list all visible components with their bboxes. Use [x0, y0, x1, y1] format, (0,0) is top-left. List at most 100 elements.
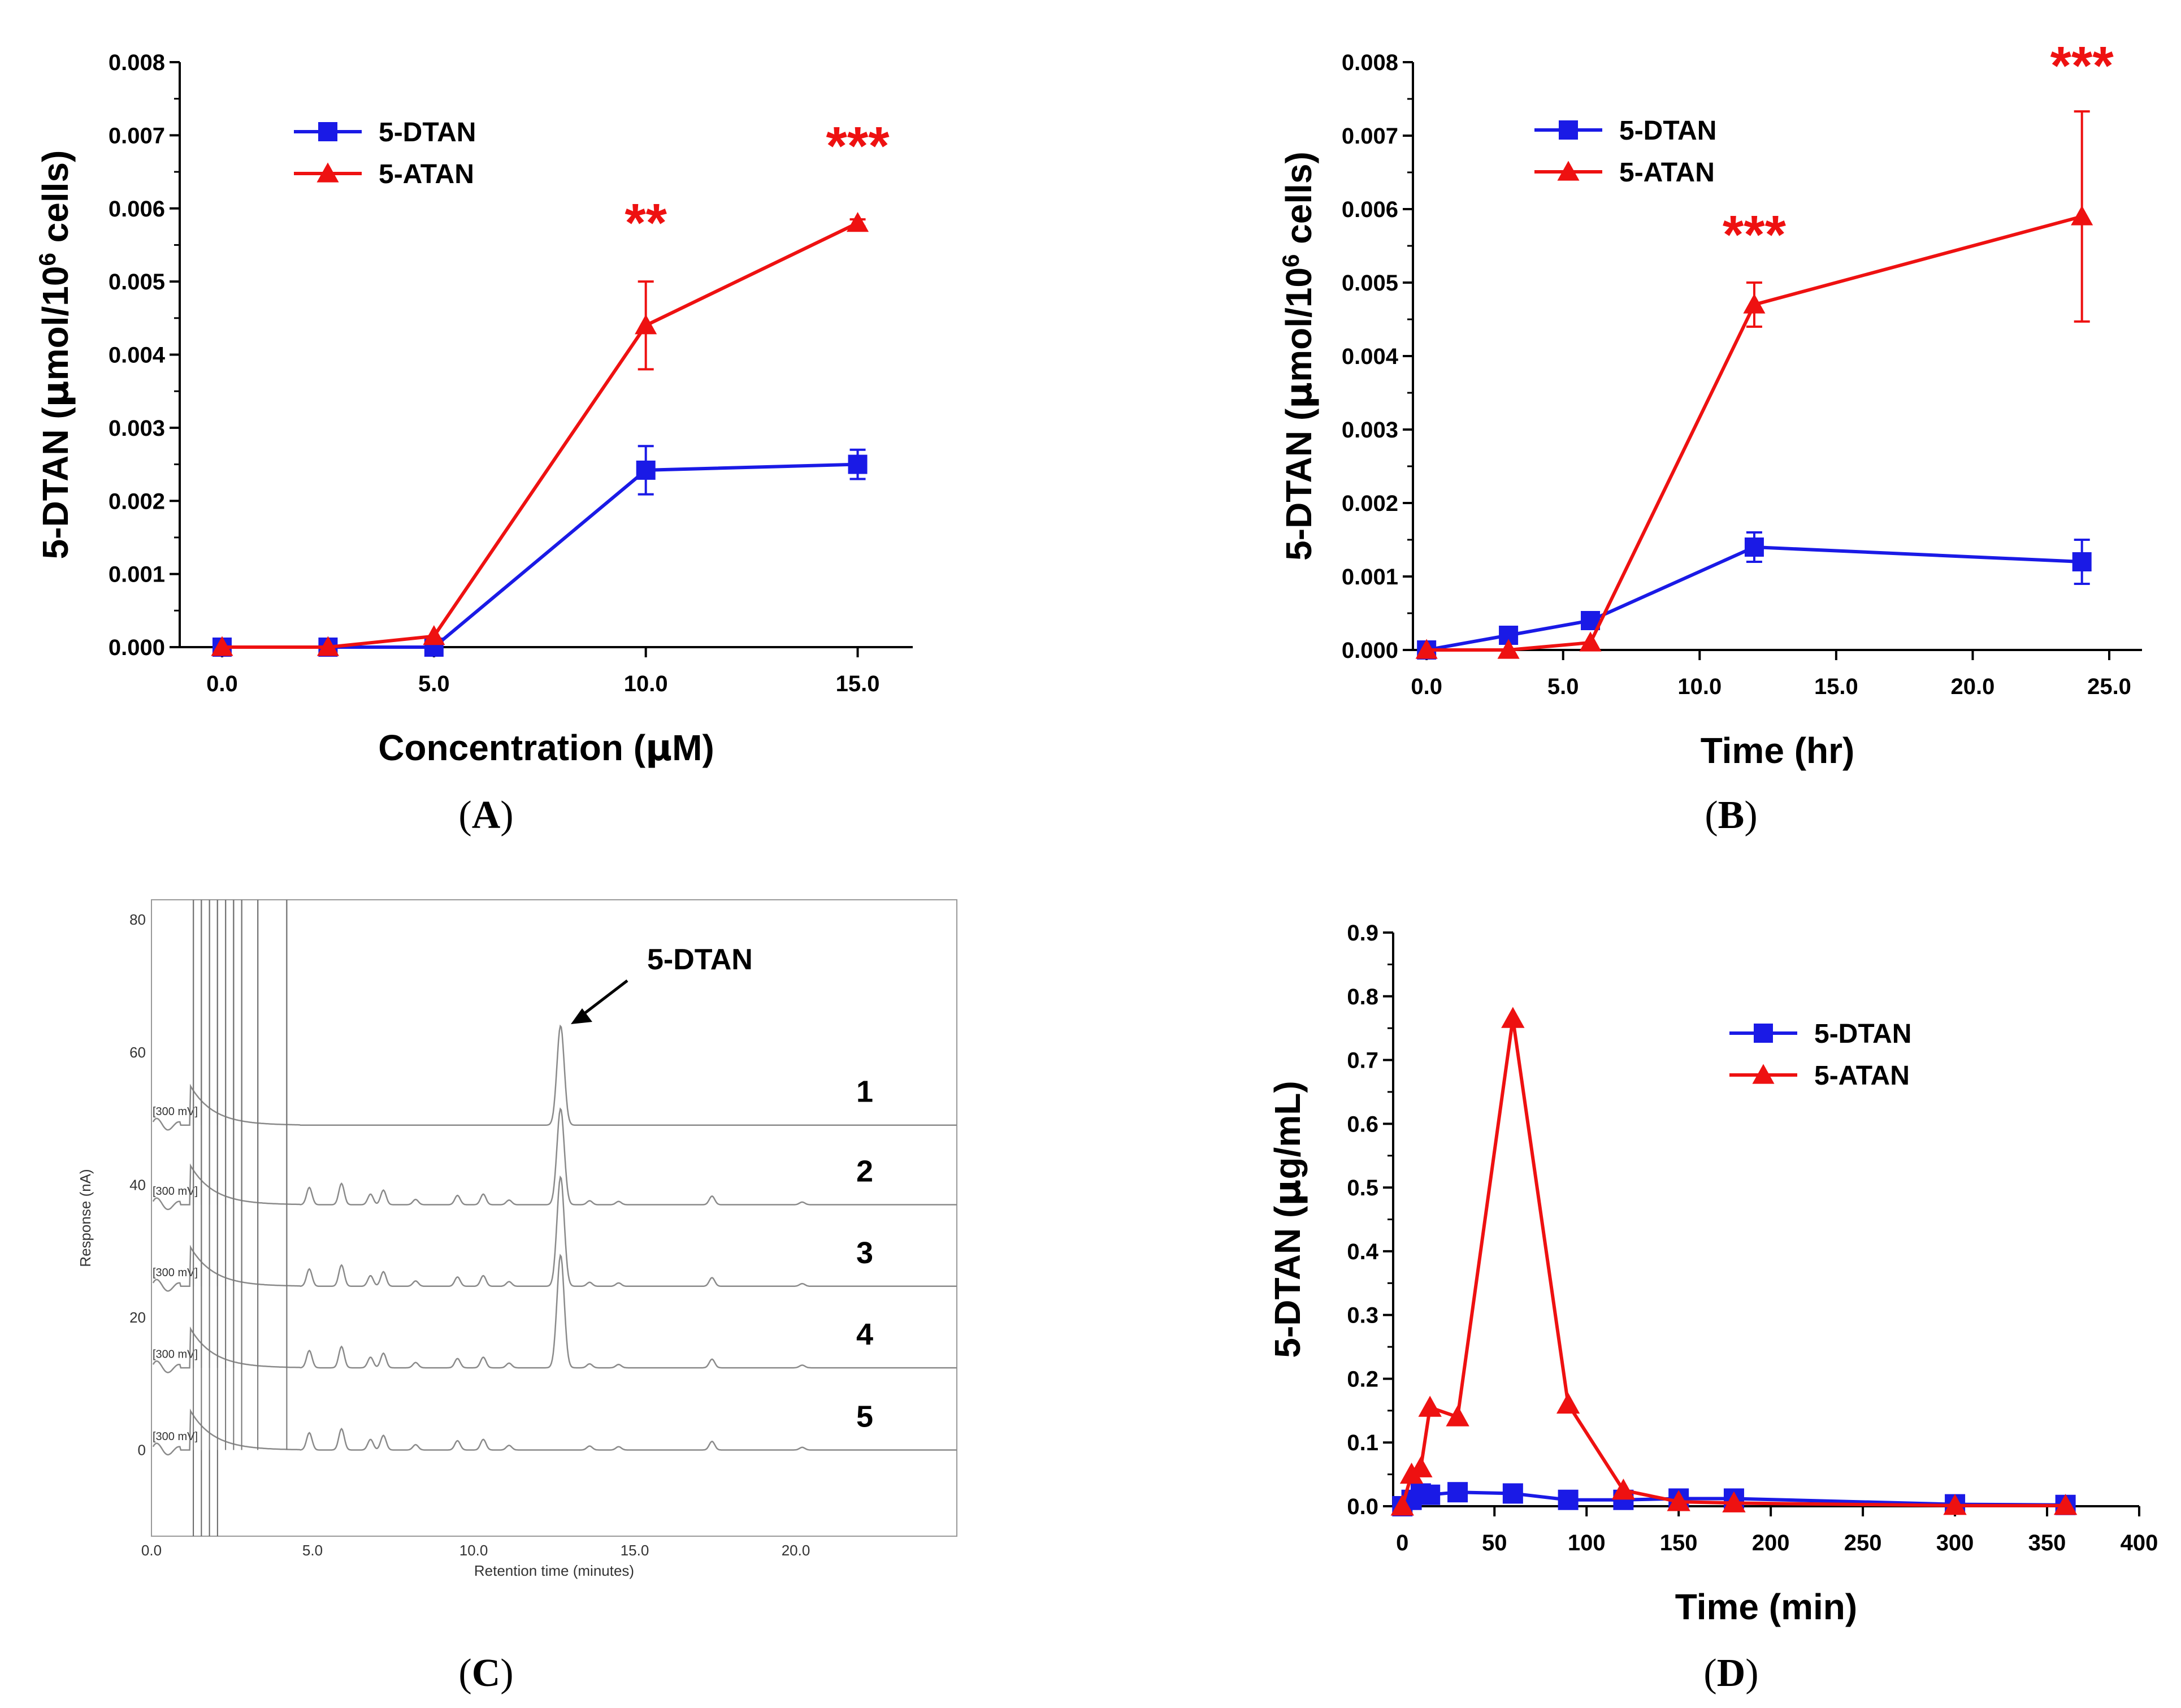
series-line	[1400, 1017, 2066, 1507]
ylabel-part: mol/10	[35, 266, 76, 380]
data-point	[1418, 1395, 1442, 1417]
x-tick-label: 0	[1396, 1531, 1408, 1555]
y-tick-label: 20	[129, 1309, 146, 1326]
legend-marker	[1559, 120, 1578, 140]
ylabel-part: mol/10	[1278, 267, 1319, 382]
x-tick-label: 5.0	[302, 1542, 323, 1559]
ylabel-part: cells)	[35, 150, 76, 253]
legend-label: 5-DTAN	[1814, 1019, 1911, 1049]
trace-line	[152, 1254, 957, 1373]
data-point	[1501, 1007, 1525, 1028]
ylabel-part: 5-DTAN (	[35, 407, 76, 560]
panel-a-chart: 0.000 0.001 0.002 0.003 0.004 0.005 0.006 0.007…	[34, 50, 913, 769]
data-point	[1611, 1479, 1636, 1500]
data-point	[316, 636, 339, 656]
panel-label-a: (A)	[458, 794, 513, 837]
y-tick-label: 0.000	[109, 635, 165, 660]
x-tick-label: 10.0	[459, 1542, 488, 1559]
x-tick-label: 0.0	[1411, 674, 1442, 699]
data-point	[1415, 639, 1438, 659]
data-point	[1420, 1484, 1441, 1505]
x-tick-label: 300	[1936, 1531, 1974, 1555]
legend: 5-DTAN 5-ATAN	[1534, 116, 1716, 188]
y-tick-label: 0.1	[1347, 1430, 1378, 1455]
trace-line	[152, 1408, 957, 1456]
x-tick-label: 250	[1844, 1531, 1882, 1555]
x-tick-label: 10.0	[1677, 674, 1722, 699]
x-tick-label: 15.0	[836, 671, 880, 696]
x-axis-label: Time (hr)	[1701, 730, 1855, 771]
data-point	[2071, 205, 2093, 226]
panel-c-chromatogram: 0 20 40 60 80 0.0 5.0 10.0 15.0 20.0 Retention tim…	[77, 899, 957, 1579]
x-axis-label: Concentration (µM)	[378, 727, 714, 769]
data-point	[1409, 1456, 1433, 1477]
x-tick-label: 15.0	[1814, 674, 1858, 699]
trace-number: 1	[856, 1075, 873, 1109]
y-tick-label: 0.005	[1342, 271, 1398, 296]
y-tick-label: 0.004	[109, 343, 166, 368]
trace-line	[152, 1175, 957, 1292]
x-tick-label: 20.0	[782, 1542, 810, 1559]
y-tick-label: 0.000	[1342, 638, 1398, 663]
y-tick-label: 0.008	[109, 50, 165, 75]
data-point	[636, 460, 656, 480]
data-point	[1390, 1494, 1414, 1516]
trace-number: 2	[856, 1154, 873, 1188]
xlabel-mu: µ	[645, 727, 672, 769]
series-5-atan	[1415, 110, 2093, 659]
y-axis-label: 5-DTAN (µmol/106 cells)	[1277, 151, 1320, 561]
y-tick-label: 0.002	[1342, 491, 1398, 516]
trace-line	[152, 1024, 957, 1131]
xlabel-part: Concentration (	[378, 727, 646, 768]
range-label: [300 mV]	[153, 1106, 198, 1118]
ylabel-mu: µ	[1278, 382, 1320, 409]
y-tick-label: 0.005	[109, 270, 165, 294]
data-point	[1447, 1482, 1468, 1503]
y-tick-label: 0.8	[1347, 985, 1378, 1009]
data-point	[635, 314, 657, 335]
data-point	[1497, 639, 1520, 659]
ylabel-part: g/mL)	[1267, 1081, 1308, 1179]
data-point	[423, 625, 445, 645]
legend: 5-DTAN 5-ATAN	[1729, 1019, 1911, 1091]
y-tick-label: 0.006	[109, 197, 165, 222]
annotation-arrow-head	[571, 1008, 592, 1024]
x-axis-label: Time (min)	[1675, 1586, 1857, 1627]
legend-label: 5-DTAN	[379, 118, 476, 148]
x-tick-label: 0.0	[141, 1542, 162, 1559]
y-tick-label: 0.006	[1342, 197, 1398, 222]
data-point	[1743, 293, 1766, 314]
trace-4: [300 mV] 4	[152, 900, 957, 1373]
y-tick-label: 60	[129, 1044, 146, 1061]
y-tick-label: 40	[129, 1176, 146, 1193]
data-point	[1722, 1491, 1746, 1512]
data-point	[2072, 552, 2092, 571]
legend-marker	[1754, 1024, 1773, 1043]
y-tick-label: 0.9	[1347, 921, 1378, 946]
y-tick-label: 0.002	[109, 489, 165, 514]
legend-label: 5-DTAN	[1619, 116, 1716, 146]
ylabel-part: 5-DTAN (	[1267, 1206, 1308, 1358]
legend-marker	[1752, 1064, 1775, 1084]
significance-annotation: **	[625, 193, 667, 253]
x-tick-label: 400	[2121, 1531, 2158, 1555]
trace-1: [300 mV] 1	[152, 900, 957, 1131]
legend-label: 5-ATAN	[1619, 158, 1715, 188]
series-5-dtan	[1417, 531, 2092, 660]
x-tick-label: 15.0	[621, 1542, 649, 1559]
peak-annotation: 5-DTAN	[647, 943, 753, 976]
ylabel-mu: µ	[1267, 1180, 1309, 1206]
y-tick-label: 0.6	[1347, 1112, 1378, 1137]
y-tick-label: 0.4	[1347, 1239, 1378, 1264]
y-tick-label: 0.7	[1347, 1048, 1378, 1073]
y-tick-label: 80	[129, 911, 146, 928]
series-line	[222, 221, 858, 649]
ylabel-sup: 6	[1277, 254, 1304, 267]
y-tick-label: 0.001	[109, 562, 165, 587]
x-tick-label: 10.0	[624, 671, 668, 696]
significance-annotation: ***	[826, 116, 890, 176]
data-point	[1667, 1490, 1690, 1511]
y-axis-label: 5-DTAN (µmol/106 cells)	[34, 150, 77, 560]
data-point	[1579, 631, 1602, 652]
data-point	[846, 212, 869, 232]
